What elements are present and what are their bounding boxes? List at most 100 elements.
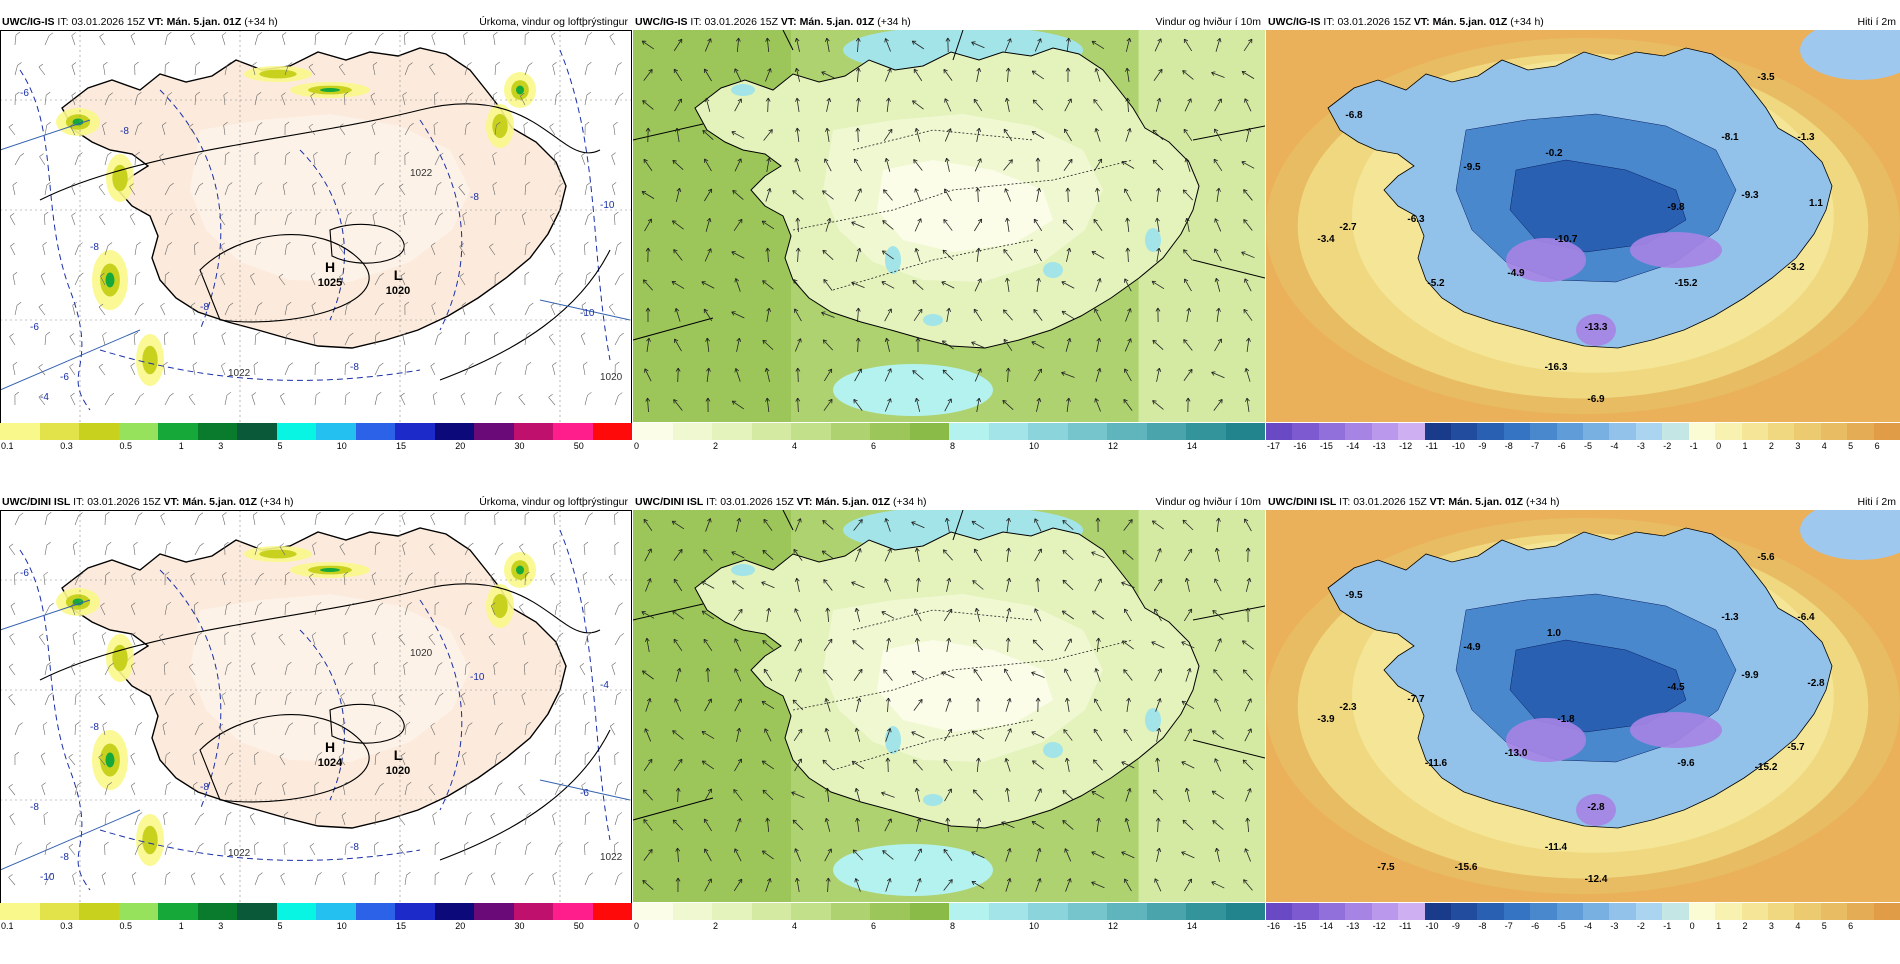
legend-tick-label: -15 xyxy=(1320,441,1333,451)
legend-color-bar xyxy=(0,423,632,440)
legend-swatch xyxy=(1147,903,1187,920)
temperature-value-label: -7.5 xyxy=(1377,862,1395,873)
lead-time: (+34 h) xyxy=(244,16,278,28)
legend-tick-label: 6 xyxy=(1848,921,1853,931)
legend-tick-label: 3 xyxy=(1769,921,1774,931)
temperature-value-label: -3.2 xyxy=(1787,262,1805,273)
lead-time: (+34 h) xyxy=(1526,496,1560,508)
legend-tick-label: -7 xyxy=(1531,441,1539,451)
gust-area xyxy=(1043,742,1063,758)
pressure-center-value: 1020 xyxy=(386,765,410,777)
legend-swatch xyxy=(1794,903,1820,920)
legend-tick-label: 10 xyxy=(1029,441,1039,451)
legend-tick-label: 3 xyxy=(1795,441,1800,451)
legend-swatch xyxy=(1451,903,1477,920)
valid-time-value: Mán. 5.jan. 01Z xyxy=(1448,496,1523,508)
legend-ticks: -17-16-15-14-13-12-11-10-9-8-7-6-5-4-3-2… xyxy=(1266,441,1900,451)
temperature-value-label: -4.9 xyxy=(1463,642,1481,653)
legend-swatch xyxy=(633,903,673,920)
legend-swatch xyxy=(356,423,396,440)
model-name: UWC/DINI ISL xyxy=(635,496,703,508)
legend-swatch xyxy=(1530,903,1556,920)
isobar-label: 1020 xyxy=(410,648,433,659)
legend-swatch xyxy=(949,903,989,920)
temperature-value-label: -15.6 xyxy=(1455,862,1478,873)
legend-swatch xyxy=(79,903,119,920)
legend-tick-label: 4 xyxy=(792,441,797,451)
temperature-value-label: -13.0 xyxy=(1505,748,1528,759)
legend-swatch xyxy=(1504,423,1530,440)
legend-tick-label: 4 xyxy=(1822,441,1827,451)
legend-tick-label: 2 xyxy=(1769,441,1774,451)
temperature-value-label: -1.3 xyxy=(1721,612,1739,623)
legend-swatch xyxy=(1715,423,1741,440)
pressure-center-value: 1020 xyxy=(386,285,410,297)
legend-tick-label: -6 xyxy=(1558,441,1566,451)
valid-time-label: VT: xyxy=(1414,16,1430,28)
init-time-value: 03.01.2026 15Z xyxy=(71,16,145,28)
temperature-value-label: -9.6 xyxy=(1677,758,1695,769)
lead-time: (+34 h) xyxy=(1510,16,1544,28)
temperature-value-label: -2.8 xyxy=(1807,678,1825,689)
precip-area xyxy=(492,114,507,138)
legend-tick-label: -15 xyxy=(1293,921,1306,931)
lead-time: (+34 h) xyxy=(877,16,911,28)
init-time-label: IT: xyxy=(690,16,701,28)
legend-tick-label: 1 xyxy=(1716,921,1721,931)
legend-tick-label: 0.3 xyxy=(60,441,73,451)
panel-wind-map: UWC/DINI ISL IT: 03.01.2026 15Z VT: Mán.… xyxy=(633,494,1265,964)
init-time-label: IT: xyxy=(57,16,68,28)
legend-swatch xyxy=(791,903,831,920)
legend-swatch xyxy=(158,423,198,440)
temperature-contour-label: -8 xyxy=(470,192,479,203)
legend-swatch xyxy=(673,423,713,440)
legend-swatch xyxy=(1874,423,1900,440)
legend-tick-label: 1 xyxy=(1743,441,1748,451)
isobar-label: 1020 xyxy=(600,372,623,383)
isobar-label: 1022 xyxy=(600,852,623,863)
legend-tick-label: 4 xyxy=(1795,921,1800,931)
legend-swatch xyxy=(395,423,435,440)
legend-swatch xyxy=(1292,423,1318,440)
legend-tick-label: 1 xyxy=(179,921,184,931)
legend-swatch xyxy=(791,423,831,440)
legend-swatch xyxy=(1689,903,1715,920)
legend-tick-label: -3 xyxy=(1610,921,1618,931)
precip-area xyxy=(142,826,157,855)
precip-area xyxy=(142,346,157,375)
legend-tick-label: 0.3 xyxy=(60,921,73,931)
legend-tick-label: 15 xyxy=(396,921,406,931)
legend-swatch xyxy=(1557,423,1583,440)
temperature-value-label: -3.9 xyxy=(1317,714,1335,725)
legend-swatch xyxy=(831,423,871,440)
legend-swatch xyxy=(553,903,593,920)
temperature-value-label: -6.3 xyxy=(1407,214,1425,225)
legend-tick-label: 0.1 xyxy=(1,441,14,451)
legend-tick-label: 0 xyxy=(1690,921,1695,931)
legend-swatch xyxy=(198,903,238,920)
legend-tick-label: 0 xyxy=(1716,441,1721,451)
legend-swatch xyxy=(1398,903,1424,920)
temperature-contour-label: -8 xyxy=(200,302,209,313)
legend-swatch xyxy=(0,423,40,440)
legend-swatch xyxy=(1636,423,1662,440)
valid-time-label: VT: xyxy=(148,16,164,28)
precip-area xyxy=(259,550,296,559)
map-svg xyxy=(633,510,1265,902)
legend-swatch xyxy=(1742,423,1768,440)
legend-swatch xyxy=(1477,423,1503,440)
temperature-value-label: -5.7 xyxy=(1787,742,1805,753)
temperature-contour-label: -8 xyxy=(90,722,99,733)
gust-area xyxy=(1145,708,1161,732)
legend-tick-label: -1 xyxy=(1663,921,1671,931)
legend-tick-label: 0 xyxy=(634,441,639,451)
legend-swatch xyxy=(1028,423,1068,440)
legend-swatch xyxy=(316,903,356,920)
legend-color-bar xyxy=(1266,423,1900,440)
temperature-contour-label: -8 xyxy=(90,242,99,253)
legend-swatch xyxy=(870,903,910,920)
legend-tick-label: 0.5 xyxy=(120,921,133,931)
legend-tick-label: -7 xyxy=(1505,921,1513,931)
